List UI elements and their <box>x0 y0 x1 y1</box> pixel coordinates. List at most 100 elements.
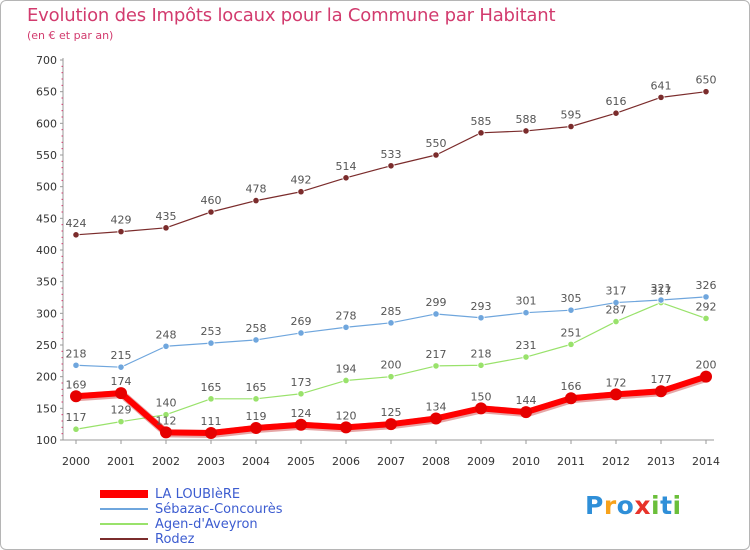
y-minor-tick <box>61 420 63 422</box>
data-label: 124 <box>291 407 312 420</box>
data-point <box>477 129 485 137</box>
data-label: 478 <box>246 183 267 196</box>
data-point <box>297 188 305 196</box>
y-minor-tick <box>61 110 63 112</box>
data-label: 129 <box>111 404 132 417</box>
y-minor-tick <box>61 167 63 169</box>
data-point <box>297 329 305 337</box>
data-point <box>342 376 350 385</box>
data-point <box>207 339 215 347</box>
y-minor-tick <box>61 293 63 295</box>
logo-letter: x <box>634 491 651 520</box>
y-minor-tick <box>61 84 63 86</box>
data-label: 435 <box>156 210 177 223</box>
y-tick-label: 450 <box>36 212 57 225</box>
legend-swatch <box>100 523 148 525</box>
y-minor-tick <box>61 179 63 181</box>
y-minor-tick <box>61 243 63 245</box>
data-label: 166 <box>561 380 582 393</box>
data-label: 169 <box>66 378 87 391</box>
x-tick-label: 2013 <box>647 455 675 468</box>
y-minor-tick <box>61 160 63 162</box>
y-tick-label: 650 <box>36 86 57 99</box>
y-minor-tick <box>61 103 63 105</box>
data-point <box>657 296 665 304</box>
data-point <box>385 418 397 431</box>
data-point <box>522 309 530 317</box>
legend-item: Rodez <box>100 532 360 547</box>
data-label: 321 <box>651 282 672 295</box>
data-point <box>657 93 665 101</box>
y-minor-tick <box>61 350 63 352</box>
y-tick-label: 100 <box>36 434 57 447</box>
data-point <box>567 306 575 314</box>
data-point <box>612 317 620 326</box>
data-label: 429 <box>111 214 132 227</box>
data-point <box>522 353 530 361</box>
data-point <box>72 361 80 369</box>
y-minor-tick <box>61 401 63 403</box>
data-label: 424 <box>66 217 87 230</box>
y-minor-tick <box>61 65 63 67</box>
y-minor-tick <box>61 129 63 131</box>
data-point <box>70 390 82 403</box>
y-tick-label: 550 <box>36 149 57 162</box>
data-point <box>162 224 170 232</box>
data-point <box>432 310 440 318</box>
y-minor-tick <box>61 211 63 213</box>
data-point <box>250 421 262 434</box>
legend-swatch <box>100 508 148 510</box>
data-label: 269 <box>291 315 312 328</box>
y-minor-tick <box>61 306 63 308</box>
y-minor-tick <box>61 287 63 289</box>
data-point <box>610 388 622 401</box>
data-point <box>387 162 395 170</box>
data-point <box>207 208 215 216</box>
data-point <box>567 122 575 131</box>
data-label: 218 <box>471 347 492 360</box>
y-tick-label: 350 <box>36 276 57 289</box>
data-point <box>565 392 577 405</box>
data-point <box>567 340 575 348</box>
legend-label: Agen-d'Aveyron <box>155 517 258 532</box>
y-minor-tick <box>61 426 63 428</box>
data-point <box>655 385 667 398</box>
x-tick-label: 2011 <box>557 455 585 468</box>
logo-letter: i <box>651 491 661 520</box>
data-point <box>340 421 352 434</box>
data-label: 200 <box>381 359 402 372</box>
x-tick-label: 2007 <box>377 455 405 468</box>
data-label: 174 <box>111 375 132 388</box>
y-minor-tick <box>61 255 63 257</box>
legend-label: Sébazac-Concourès <box>155 502 283 517</box>
data-point <box>252 336 260 344</box>
data-label: 301 <box>516 295 537 308</box>
data-point <box>477 361 485 369</box>
y-minor-tick <box>61 148 63 150</box>
y-minor-tick <box>61 97 63 99</box>
legend-label: Rodez <box>155 532 195 547</box>
y-minor-tick <box>61 116 63 118</box>
y-minor-tick <box>61 331 63 333</box>
data-label: 305 <box>561 292 582 305</box>
data-label: 588 <box>516 113 537 126</box>
data-label: 299 <box>426 296 447 309</box>
y-minor-tick <box>61 268 63 270</box>
y-minor-tick <box>61 274 63 276</box>
data-label: 231 <box>516 339 537 352</box>
y-tick-label: 300 <box>36 307 57 320</box>
data-point <box>387 319 395 327</box>
y-minor-tick <box>61 135 63 137</box>
y-minor-tick <box>61 357 63 359</box>
chart-subtitle: (en € et par an) <box>27 29 114 42</box>
data-label: 293 <box>471 300 492 313</box>
data-point <box>160 426 172 439</box>
data-label: 514 <box>336 160 357 173</box>
data-point <box>702 293 710 301</box>
data-point <box>475 402 487 415</box>
data-point <box>432 151 440 159</box>
x-tick-label: 2006 <box>332 455 360 468</box>
data-point <box>117 363 125 371</box>
legend-item: LA LOUBIèRE <box>100 487 360 502</box>
y-minor-tick <box>61 141 63 143</box>
